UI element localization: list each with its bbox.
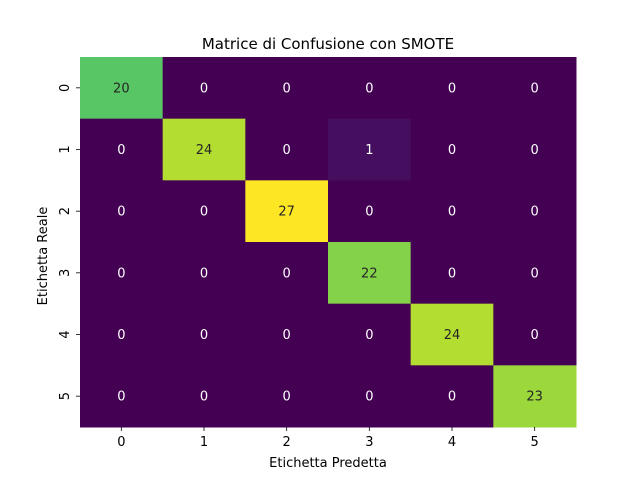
- heatmap-cell-labels: 20 0 0 0 0 0 0 24 0 1 0 0 0 0 27 0 0 0 0 0 0 22 0 0 0 0 0 0 24 0 0 0 0 0 0…: [113, 81, 543, 404]
- heatmap-cell-r0-c1: [162, 57, 246, 120]
- cell-value-r5-c4: 0: [448, 390, 456, 405]
- cell-value-r1-c3: 1: [365, 143, 373, 158]
- cell-value-r3-c3: 22: [361, 266, 378, 281]
- heatmap-cell-r3-c0: [80, 242, 164, 305]
- cell-value-r5-c0: 0: [117, 390, 125, 405]
- y-tick-label-3: 3: [58, 269, 73, 277]
- heatmap-cell-r1-c4: [410, 118, 494, 181]
- x-tick-label-0: 0: [117, 435, 125, 450]
- heatmap-cell-r4-c3: [328, 303, 412, 366]
- heatmap-cell-r5-c3: [328, 365, 412, 428]
- heatmap-cell-r4-c2: [245, 303, 329, 366]
- cell-value-r4-c2: 0: [283, 328, 291, 343]
- x-tick-label-4: 4: [448, 435, 456, 450]
- cell-value-r0-c0: 20: [113, 81, 130, 96]
- cell-value-r5-c3: 0: [365, 390, 373, 405]
- heatmap-cell-r0-c5: [493, 57, 577, 120]
- y-tick-label-5: 5: [58, 392, 73, 400]
- y-tick-label-1: 1: [58, 145, 73, 153]
- cell-value-r4-c3: 0: [365, 328, 373, 343]
- heatmap-cell-r2-c4: [410, 180, 494, 243]
- heatmap-cell-r1-c5: [493, 118, 577, 181]
- heatmap-cell-r4-c0: [80, 303, 164, 366]
- cell-value-r4-c1: 0: [200, 328, 208, 343]
- heatmap-cells: [80, 57, 577, 428]
- heatmap-cell-r5-c2: [245, 365, 329, 428]
- cell-value-r5-c5: 23: [526, 390, 543, 405]
- cell-value-r0-c5: 0: [531, 81, 539, 96]
- cell-value-r4-c4: 24: [444, 328, 461, 343]
- heatmap-cell-r4-c5: [493, 303, 577, 366]
- cell-value-r0-c1: 0: [200, 81, 208, 96]
- heatmap-cell-r4-c4: [410, 303, 494, 366]
- heatmap-cell-r3-c2: [245, 242, 329, 305]
- cell-value-r0-c3: 0: [365, 81, 373, 96]
- x-axis-ticks: 0 1 2 3 4 5: [117, 427, 539, 450]
- heatmap-cell-r2-c3: [328, 180, 412, 243]
- y-tick-label-2: 2: [58, 207, 73, 215]
- x-axis-label: Etichetta Predetta: [269, 456, 387, 471]
- x-tick-label-3: 3: [365, 435, 373, 450]
- cell-value-r4-c5: 0: [531, 328, 539, 343]
- cell-value-r2-c3: 0: [365, 205, 373, 220]
- cell-value-r0-c2: 0: [283, 81, 291, 96]
- heatmap-cell-r0-c3: [328, 57, 412, 120]
- y-tick-label-0: 0: [58, 84, 73, 92]
- heatmap-cell-r3-c5: [493, 242, 577, 305]
- heatmap-cell-r0-c0: [80, 57, 164, 120]
- heatmap-cell-r1-c3: [328, 118, 412, 181]
- y-axis-label: Etichetta Reale: [36, 207, 51, 306]
- heatmap-cell-r3-c4: [410, 242, 494, 305]
- heatmap-cell-r5-c1: [162, 365, 246, 428]
- y-axis-ticks: 0 1 2 3 4 5: [58, 84, 80, 400]
- heatmap-cell-r4-c1: [162, 303, 246, 366]
- cell-value-r2-c1: 0: [200, 205, 208, 220]
- heatmap-cell-r3-c3: [328, 242, 412, 305]
- cell-value-r5-c2: 0: [283, 390, 291, 405]
- heatmap-cell-r2-c0: [80, 180, 164, 243]
- y-tick-label-4: 4: [58, 330, 73, 338]
- cell-value-r3-c1: 0: [200, 266, 208, 281]
- heatmap-cell-r5-c4: [410, 365, 494, 428]
- cell-value-r2-c0: 0: [117, 205, 125, 220]
- x-tick-label-2: 2: [283, 435, 291, 450]
- cell-value-r1-c5: 0: [531, 143, 539, 158]
- cell-value-r3-c4: 0: [448, 266, 456, 281]
- heatmap-cell-r1-c2: [245, 118, 329, 181]
- cell-value-r1-c1: 24: [196, 143, 213, 158]
- heatmap-cell-r1-c1: [162, 118, 246, 181]
- chart-title: Matrice di Confusione con SMOTE: [202, 35, 454, 53]
- heatmap-cell-r0-c4: [410, 57, 494, 120]
- cell-value-r2-c5: 0: [531, 205, 539, 220]
- heatmap-cell-r2-c2: [245, 180, 329, 243]
- cell-value-r3-c0: 0: [117, 266, 125, 281]
- cell-value-r2-c4: 0: [448, 205, 456, 220]
- heatmap-cell-r1-c0: [80, 118, 164, 181]
- x-tick-label-1: 1: [200, 435, 208, 450]
- cell-value-r3-c5: 0: [531, 266, 539, 281]
- cell-value-r1-c4: 0: [448, 143, 456, 158]
- heatmap-cell-r3-c1: [162, 242, 246, 305]
- cell-value-r3-c2: 0: [283, 266, 291, 281]
- heatmap-cell-r0-c2: [245, 57, 329, 120]
- cell-value-r5-c1: 0: [200, 390, 208, 405]
- cell-value-r4-c0: 0: [117, 328, 125, 343]
- cell-value-r1-c0: 0: [117, 143, 125, 158]
- heatmap-cell-r2-c5: [493, 180, 577, 243]
- heatmap-cell-r2-c1: [162, 180, 246, 243]
- x-tick-label-5: 5: [531, 435, 539, 450]
- heatmap-cell-r5-c0: [80, 365, 164, 428]
- cell-value-r1-c2: 0: [283, 143, 291, 158]
- cell-value-r2-c2: 27: [278, 205, 295, 220]
- heatmap-cell-r5-c5: [493, 365, 577, 428]
- cell-value-r0-c4: 0: [448, 81, 456, 96]
